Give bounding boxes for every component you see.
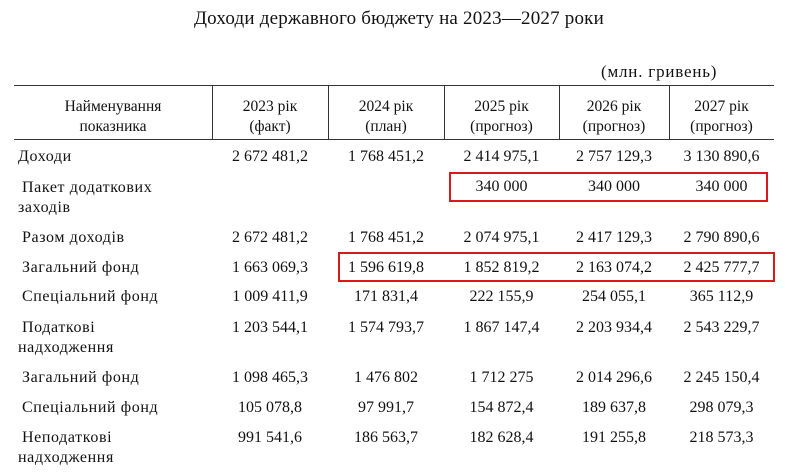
value-cell: 2 425 777,7 xyxy=(683,259,760,276)
value-cell: 2 417 129,3 xyxy=(576,229,652,246)
value-cell: 2 672 481,2 xyxy=(232,229,308,246)
value-cell: 340 000 xyxy=(588,178,640,195)
header-divider xyxy=(212,86,213,139)
value-cell: 2 672 481,2 xyxy=(232,148,308,165)
value-cell: 171 831,4 xyxy=(354,288,418,305)
value-cell: 1 203 544,1 xyxy=(232,319,308,336)
row-label: Загальний фонд xyxy=(22,259,140,276)
value-cell: 1 574 793,7 xyxy=(348,319,424,336)
row-label-continued: надходження xyxy=(18,339,114,356)
value-cell: 222 155,9 xyxy=(469,288,534,305)
row-label: Спеціальний фонд xyxy=(22,288,159,305)
value-cell: 154 872,4 xyxy=(469,399,534,416)
column-header-2026: 2026 рік (прогноз) xyxy=(582,98,646,135)
unit-label: (млн. гривень) xyxy=(601,62,718,81)
value-cell: 3 130 890,6 xyxy=(683,148,760,165)
value-cell: 2 074 975,1 xyxy=(463,229,540,246)
value-cell: 365 112,9 xyxy=(689,288,754,305)
value-cell: 2 014 296,6 xyxy=(576,369,652,386)
header-top-rule xyxy=(14,85,774,86)
row-label: Спеціальний фонд xyxy=(22,399,159,416)
value-cell: 189 637,8 xyxy=(582,399,646,416)
highlight-box-additional-measures xyxy=(449,172,768,202)
value-cell: 1 009 411,9 xyxy=(232,288,308,305)
column-header-2025: 2025 рік (прогноз) xyxy=(470,98,533,135)
row-label-continued: надходження xyxy=(18,449,114,466)
value-cell: 1 768 451,2 xyxy=(348,148,424,165)
value-cell: 2 203 934,4 xyxy=(576,319,652,336)
value-cell: 1 476 802 xyxy=(354,369,418,386)
value-cell: 2 414 975,1 xyxy=(463,148,540,165)
header-divider xyxy=(559,86,560,139)
value-cell: 340 000 xyxy=(695,178,748,195)
row-label-continued: заходів xyxy=(18,199,71,216)
column-header-2027: 2027 рік (прогноз) xyxy=(690,98,753,135)
value-cell: 191 255,8 xyxy=(582,429,646,446)
column-header-2023: 2023 рік (факт) xyxy=(242,98,298,135)
page-title: Доходи державного бюджету на 2023—2027 р… xyxy=(194,8,604,29)
value-cell: 1 663 069,3 xyxy=(232,259,308,276)
value-cell: 1 098 465,3 xyxy=(232,369,308,386)
header-bottom-rule xyxy=(14,139,774,140)
value-cell: 2 757 129,3 xyxy=(576,148,652,165)
value-cell: 218 573,3 xyxy=(689,429,754,446)
row-label: Доходи xyxy=(18,148,72,165)
value-cell: 1 852 819,2 xyxy=(463,259,540,276)
value-cell: 2 790 890,6 xyxy=(683,229,760,246)
row-label: Податкові xyxy=(22,319,96,336)
row-label: Неподаткові xyxy=(22,429,113,446)
highlight-box-general-fund xyxy=(338,252,775,282)
header-divider xyxy=(669,86,670,139)
value-cell: 182 628,4 xyxy=(469,429,534,446)
value-cell: 2 245 150,4 xyxy=(683,369,760,386)
value-cell: 1 596 619,8 xyxy=(348,259,424,276)
value-cell: 1 867 147,4 xyxy=(463,319,540,336)
value-cell: 2 163 074,2 xyxy=(576,259,652,276)
value-cell: 105 078,8 xyxy=(238,399,302,416)
header-divider xyxy=(328,86,329,139)
value-cell: 1 712 275 xyxy=(469,369,534,386)
value-cell: 254 055,1 xyxy=(582,288,646,305)
column-header-indicator: Найменування показника xyxy=(64,98,162,135)
value-cell: 340 000 xyxy=(475,178,528,195)
row-label: Разом доходів xyxy=(22,229,125,246)
row-label: Пакет додаткових xyxy=(22,179,153,196)
value-cell: 2 543 229,7 xyxy=(683,319,760,336)
value-cell: 298 079,3 xyxy=(689,399,754,416)
header-divider xyxy=(444,86,445,139)
value-cell: 991 541,6 xyxy=(238,429,302,446)
row-label: Загальний фонд xyxy=(22,369,140,386)
value-cell: 1 768 451,2 xyxy=(348,229,424,246)
value-cell: 97 991,7 xyxy=(358,399,414,416)
column-header-2024: 2024 рік (план) xyxy=(358,98,414,135)
value-cell: 186 563,7 xyxy=(354,429,418,446)
